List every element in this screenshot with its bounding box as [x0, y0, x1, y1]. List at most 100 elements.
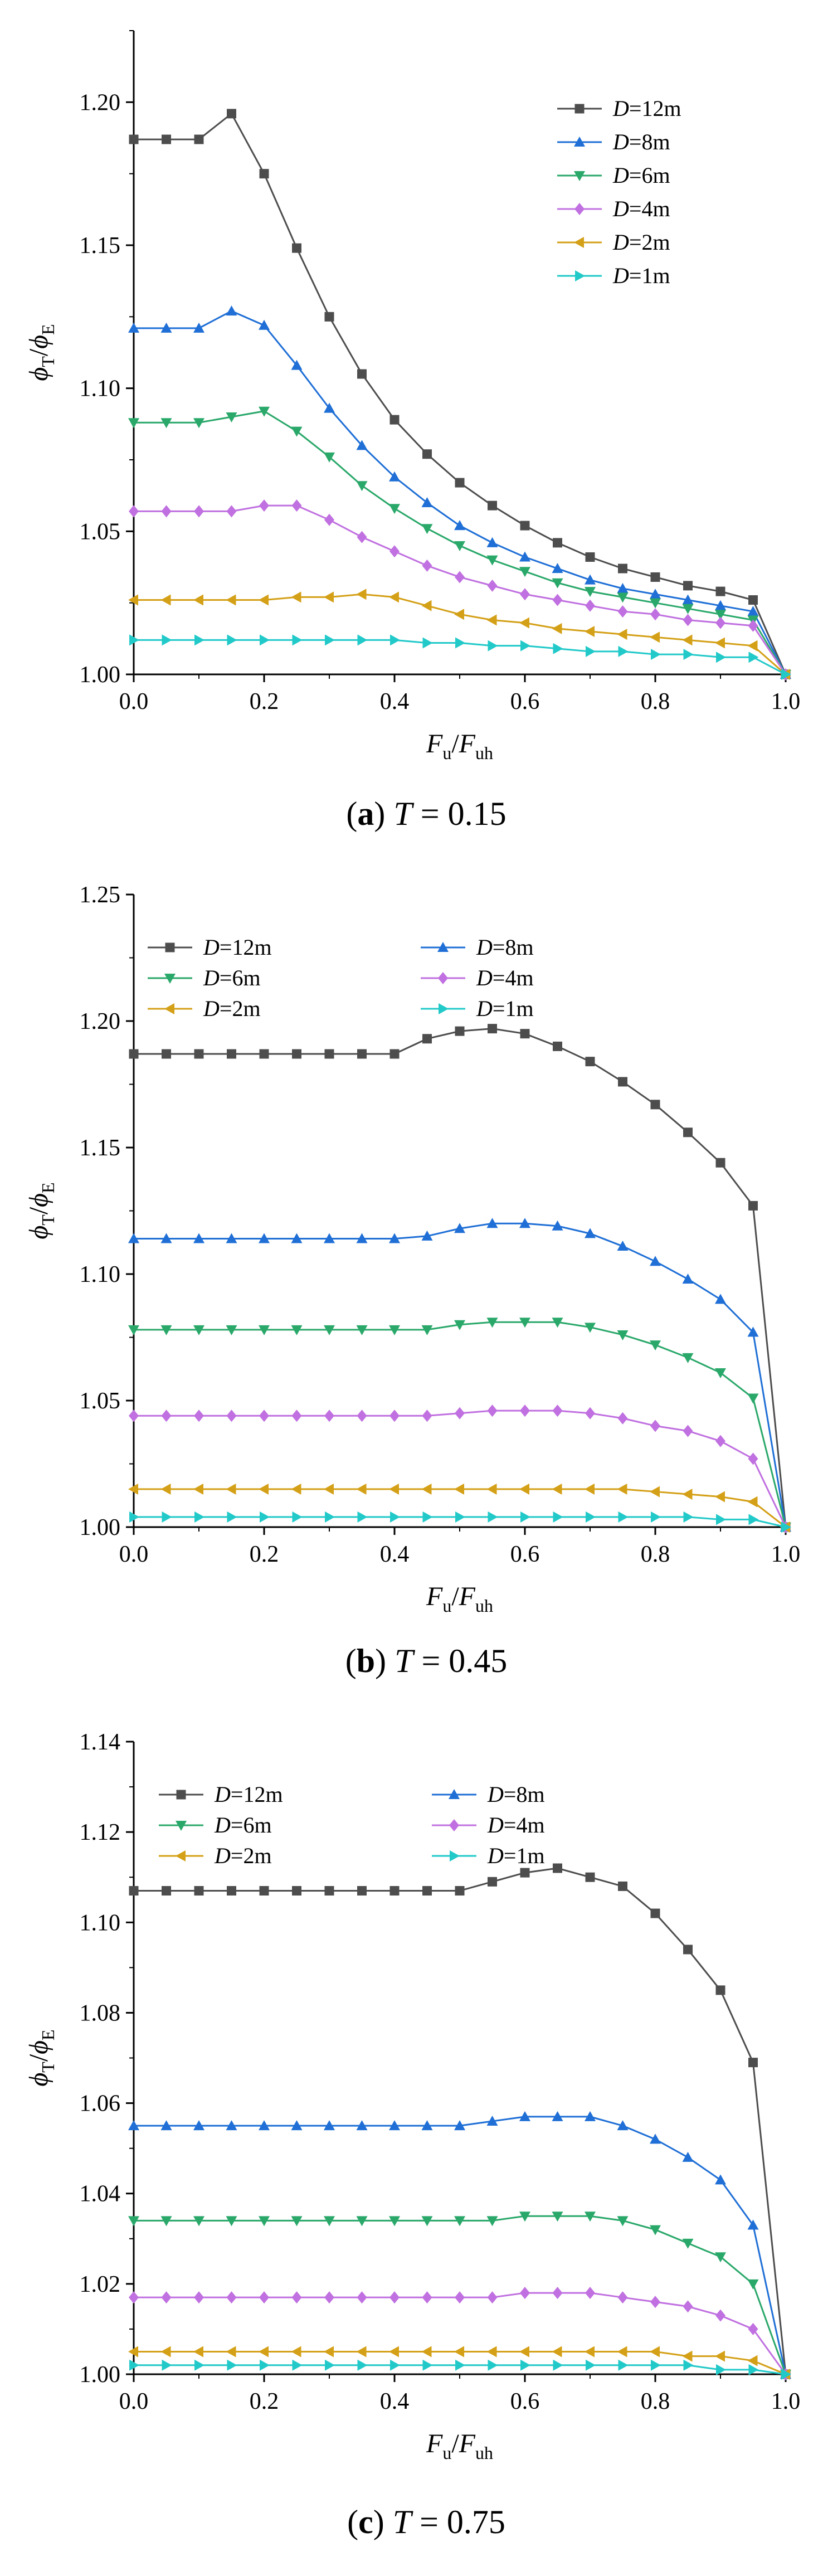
- data-point: [357, 1886, 367, 1896]
- data-point: [356, 2216, 368, 2227]
- data-point: [748, 652, 759, 663]
- data-point: [552, 563, 563, 573]
- data-point: [227, 1886, 236, 1896]
- data-point: [226, 2120, 237, 2131]
- legend-marker: [176, 1821, 187, 1831]
- data-point: [586, 645, 596, 657]
- data-point: [488, 1511, 498, 1523]
- x-tick-label: 0.8: [641, 2389, 670, 2414]
- data-point: [291, 359, 303, 370]
- data-point: [259, 2346, 269, 2358]
- legend-label: D=8m: [612, 129, 670, 154]
- y-tick-label: 1.15: [80, 233, 121, 259]
- x-axis-title: Fu/Fuh: [426, 2429, 493, 2463]
- legend-label: D=8m: [476, 935, 534, 960]
- data-point: [683, 649, 694, 660]
- data-point: [422, 2359, 433, 2371]
- data-point: [291, 1325, 303, 1335]
- data-point: [519, 1218, 530, 1228]
- data-point: [716, 2364, 726, 2375]
- data-point: [487, 1404, 498, 1417]
- data-point: [486, 537, 498, 547]
- legend-item: D=4m: [432, 1812, 545, 1838]
- data-point: [356, 1325, 368, 1335]
- data-point: [488, 1024, 497, 1034]
- data-point: [259, 1233, 270, 1243]
- data-point: [325, 2359, 335, 2371]
- x-tick-label: 0.0: [119, 689, 149, 715]
- data-point: [162, 1886, 171, 1896]
- data-point: [129, 1049, 139, 1059]
- data-point: [193, 1233, 204, 1243]
- data-point: [292, 634, 303, 646]
- legend-item: D=12m: [159, 1782, 283, 1807]
- data-point: [128, 594, 138, 606]
- data-point: [389, 504, 400, 514]
- data-point: [650, 1908, 660, 1918]
- data-point: [324, 1233, 335, 1243]
- data-point: [128, 1483, 138, 1495]
- data-point: [552, 2212, 563, 2222]
- data-point: [422, 637, 433, 649]
- data-point: [160, 1483, 171, 1495]
- legend-item: D=2m: [148, 996, 261, 1021]
- data-point: [585, 574, 596, 585]
- data-point: [553, 2359, 563, 2371]
- data-point: [748, 1200, 758, 1211]
- data-point: [486, 2216, 498, 2227]
- data-point: [291, 2120, 303, 2131]
- data-point: [421, 2346, 432, 2358]
- data-point: [128, 418, 139, 429]
- data-point: [454, 1320, 465, 1330]
- data-point: [356, 440, 368, 450]
- data-point: [129, 2359, 139, 2371]
- data-point: [617, 1412, 628, 1425]
- data-point: [519, 567, 530, 577]
- series-d2m: [128, 589, 790, 680]
- data-point: [356, 1483, 367, 1495]
- legend-label: D=4m: [612, 196, 670, 221]
- data-point: [552, 1483, 562, 1495]
- data-point: [129, 634, 139, 646]
- data-point: [716, 652, 726, 663]
- data-point: [748, 2322, 758, 2335]
- legend-label: D=8m: [487, 1782, 545, 1807]
- data-point: [747, 2279, 759, 2290]
- data-point: [194, 1409, 204, 1422]
- legend-marker: [439, 1003, 449, 1014]
- legend-marker: [574, 237, 584, 248]
- data-point: [194, 634, 204, 646]
- y-tick-label: 1.10: [80, 1262, 121, 1287]
- data-point: [160, 594, 171, 606]
- data-point: [715, 1491, 725, 1503]
- data-point: [519, 617, 529, 629]
- data-point: [128, 2120, 139, 2131]
- data-point: [291, 1483, 301, 1495]
- data-point: [226, 594, 236, 606]
- data-point: [552, 594, 563, 606]
- data-point: [682, 1274, 694, 1284]
- data-point: [357, 1049, 367, 1059]
- data-point: [324, 1049, 334, 1059]
- legend-item: D=6m: [148, 965, 261, 990]
- data-point: [291, 2291, 302, 2304]
- data-point: [585, 587, 596, 597]
- data-point: [747, 640, 758, 652]
- series-d1m: [129, 634, 791, 680]
- data-point: [650, 2296, 660, 2308]
- data-point: [356, 481, 368, 492]
- data-point: [519, 2346, 529, 2358]
- data-point: [227, 1511, 237, 1523]
- data-point: [324, 2120, 335, 2131]
- y-tick-label: 1.20: [80, 1009, 121, 1034]
- y-tick-label: 1.25: [80, 882, 121, 908]
- data-point: [389, 1483, 399, 1495]
- data-point: [291, 426, 303, 437]
- data-point: [520, 588, 530, 601]
- data-point: [454, 1483, 464, 1495]
- data-point: [389, 2216, 400, 2227]
- data-point: [617, 605, 628, 618]
- y-tick-label: 1.12: [80, 1820, 121, 1845]
- legend-marker: [438, 972, 448, 984]
- data-point: [520, 1868, 530, 1878]
